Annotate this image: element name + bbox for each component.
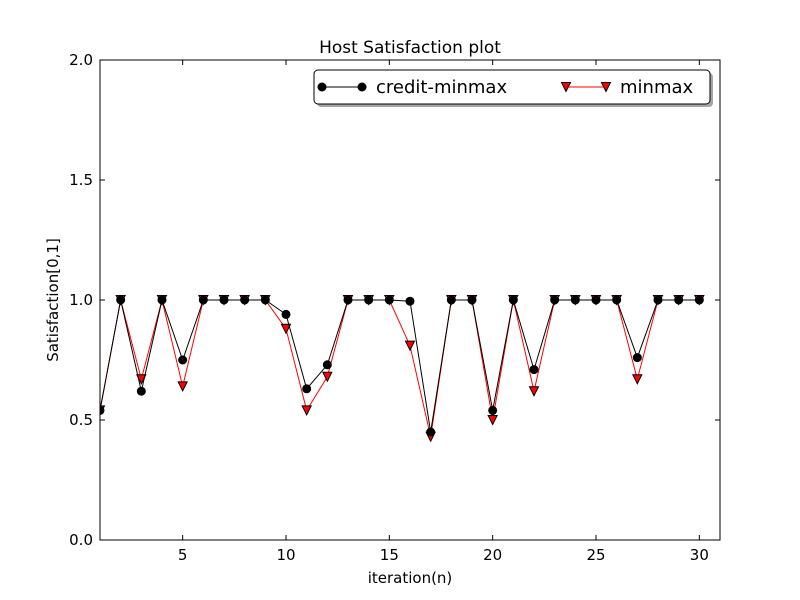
data-point: [560, 82, 572, 93]
data-point: [404, 340, 416, 352]
data-point: [600, 82, 612, 93]
data-point: [364, 295, 374, 305]
x-tick-label: 15: [380, 546, 399, 564]
data-point: [446, 295, 456, 305]
data-point: [488, 405, 498, 415]
legend-label: credit-minmax: [376, 77, 507, 98]
data-point: [550, 295, 560, 305]
x-tick-label: 5: [178, 546, 188, 564]
legend-label: minmax: [620, 77, 694, 98]
data-point: [116, 295, 126, 305]
y-axis-label: Satisfaction[0,1]: [44, 238, 62, 362]
data-point: [405, 296, 415, 306]
data-point: [612, 295, 622, 305]
data-point: [357, 82, 367, 92]
y-tick-label: 1.5: [69, 171, 93, 189]
data-point: [280, 323, 292, 335]
x-tick-label: 25: [586, 546, 605, 564]
data-point: [653, 295, 663, 305]
data-point: [317, 82, 327, 92]
legend: credit-minmax minmax: [313, 69, 713, 107]
data-point: [467, 295, 477, 305]
data-point: [674, 295, 684, 305]
legend-box: [313, 69, 711, 105]
data-point: [570, 295, 580, 305]
data-point: [529, 365, 539, 375]
data-point: [281, 309, 291, 319]
x-tick-label: 20: [483, 546, 502, 564]
y-tick-label: 0.5: [69, 411, 93, 429]
data-point: [343, 295, 353, 305]
plot-area: 5 10 15 20 25 30 0.0 0.5 1.0 1.5 2.0: [69, 51, 721, 564]
y-tick-label: 1.0: [69, 291, 93, 309]
chart-title: Host Satisfaction plot: [319, 38, 501, 58]
x-tick-label: 30: [690, 546, 709, 564]
data-point: [632, 374, 643, 385]
data-point: [100, 405, 105, 415]
data-point: [178, 355, 188, 365]
y-tick-label: 2.0: [69, 51, 93, 69]
data-point: [219, 295, 229, 305]
x-tick-label: 10: [276, 546, 295, 564]
data-point: [487, 415, 498, 426]
data-point: [528, 386, 540, 397]
data-point: [322, 371, 333, 383]
y-tick-label: 0.0: [69, 531, 93, 549]
data-point: [508, 295, 518, 305]
data-point: [302, 384, 312, 394]
data-point: [260, 295, 270, 305]
data-point: [301, 405, 312, 417]
data-point: [136, 386, 146, 396]
data-point: [426, 427, 436, 437]
x-axis-label: iteration(n): [368, 569, 453, 587]
series-credit-minmax: [100, 295, 704, 437]
data-point: [177, 381, 188, 393]
data-point: [632, 353, 642, 363]
data-point: [322, 360, 332, 370]
data-point: [694, 295, 704, 305]
data-point: [157, 295, 167, 305]
data-point: [591, 295, 601, 305]
data-point: [198, 295, 208, 305]
data-point: [384, 295, 394, 305]
data-point: [240, 295, 250, 305]
